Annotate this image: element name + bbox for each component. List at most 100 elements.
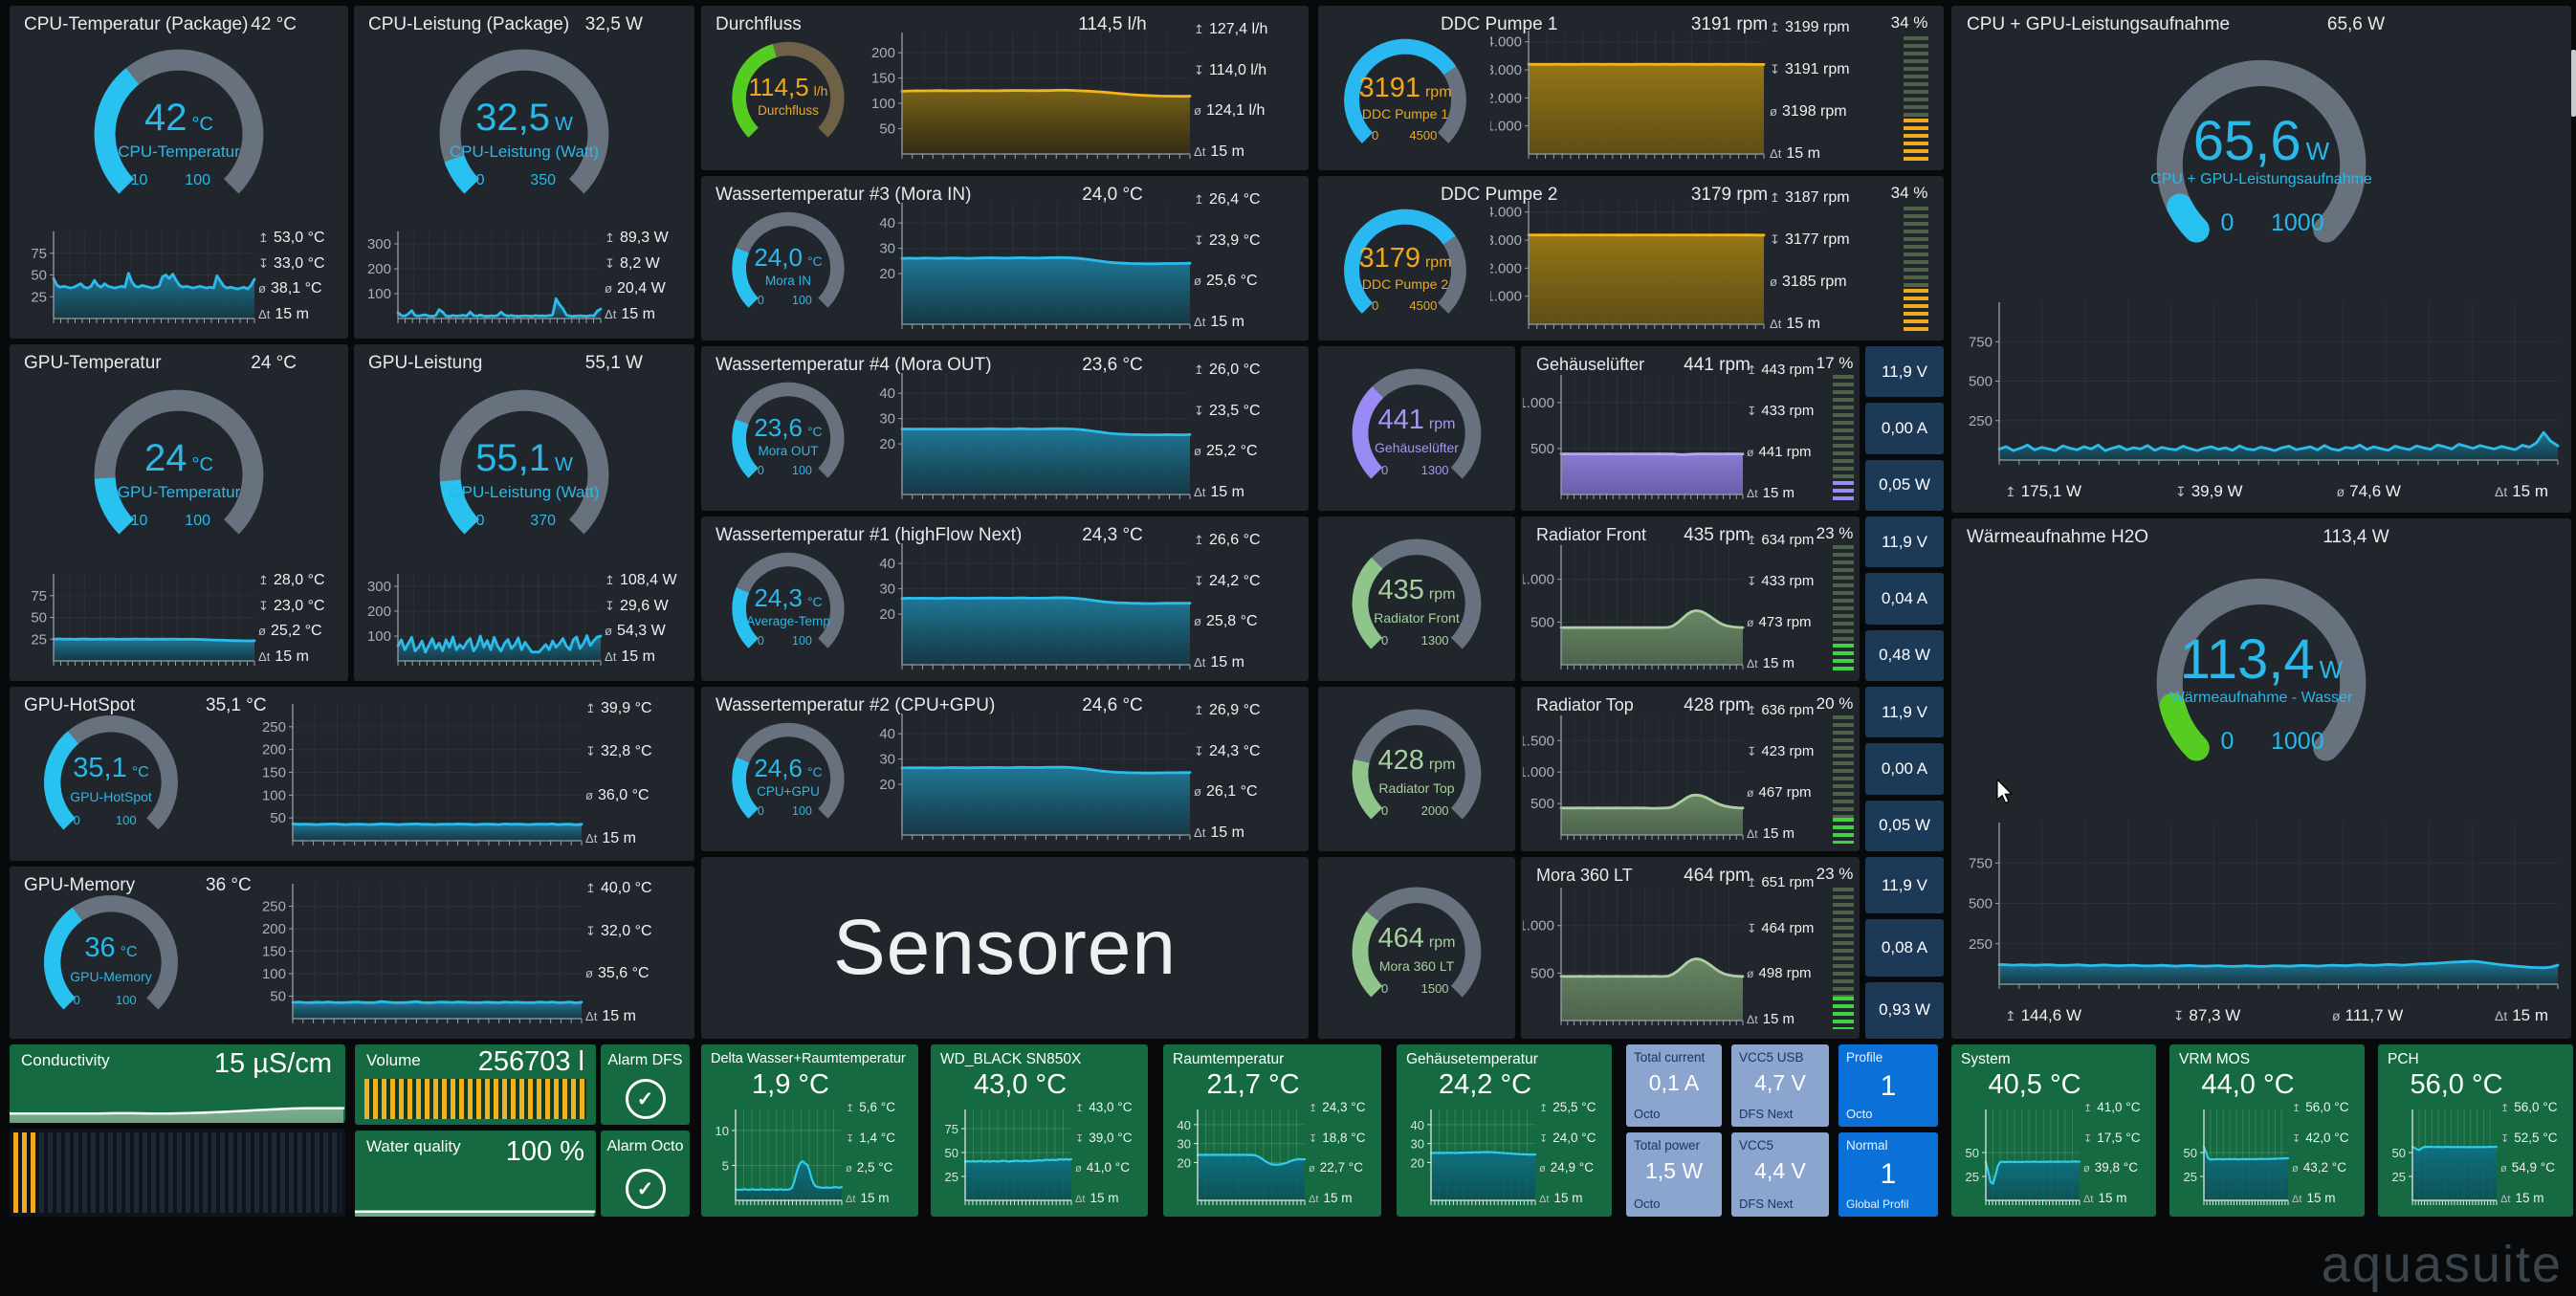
stat-value: 636 rpm <box>1761 702 1815 718</box>
chart-stats: ↥ 41,0 °C ↧ 17,5 °C ø 39,8 °C Δt 15 m <box>2083 1100 2154 1205</box>
min-icon: ↧ <box>1194 232 1204 248</box>
tile-water-temp-3-mora-in: Wassertemperatur #3 (Mora IN) 24,0 °C 24… <box>701 176 1309 340</box>
max-icon: ↥ <box>605 231 615 245</box>
tile-header-value: 114,5 l/h <box>1078 14 1147 34</box>
gauge-label: GPU-HotSpot <box>70 789 152 805</box>
min-icon: ↧ <box>1747 575 1757 588</box>
radial-gauge: 441 rpm Gehäuselüfter 0 1300 <box>1343 356 1490 503</box>
gauge-label: GPU-Leistung (Watt) <box>449 483 600 502</box>
stat-value: 52,5 °C <box>2514 1130 2558 1145</box>
tile-title: Wärmeaufnahme H2O <box>1967 527 2149 547</box>
stat-max: ↥ 26,6 °C <box>1194 532 1305 549</box>
stat-min: ↧ 32,8 °C <box>585 743 693 760</box>
radial-gauge: 32,5 W CPU-Leistung (Watt) 0 350 <box>424 33 625 226</box>
fan-percent: 17 % <box>1816 354 1854 372</box>
tile-header-value: 56,0 °C <box>2410 1069 2503 1100</box>
stat-avg: ø 111,7 W <box>2332 1006 2403 1025</box>
tile-source: DFS Next <box>1739 1197 1794 1211</box>
history-chart: 50 100 150 200 250 <box>254 698 583 853</box>
stat-value: 111,7 W <box>2345 1006 2404 1024</box>
delta-t-icon: Δt <box>1194 654 1206 670</box>
stat-max: ↥ 3199 rpm <box>1770 19 1890 36</box>
chart-stats: ↥ 144,6 W ↧ 87,3 W ø 111,7 W Δt 15 m <box>2005 1004 2548 1027</box>
svg-text:300: 300 <box>367 579 391 595</box>
stat-value: 23,9 °C <box>1208 231 1261 249</box>
avg-icon: ø <box>1309 1163 1315 1175</box>
svg-text:50: 50 <box>945 1146 958 1160</box>
stat-value: 54,3 W <box>617 623 666 640</box>
tile-title: VRM MOS <box>2179 1051 2251 1067</box>
stat-value: 124,1 l/h <box>1206 102 1266 120</box>
gauge-label: Radiator Top <box>1378 780 1455 796</box>
avg-icon: ø <box>1539 1163 1546 1175</box>
tile-radiator-top: Radiator Top 428 rpm 20 % 5001.0001.500 … <box>1521 687 1860 851</box>
max-icon: ↥ <box>1309 1103 1318 1114</box>
stat-min: ↧ 18,8 °C <box>1309 1131 1379 1145</box>
svg-text:500: 500 <box>1530 965 1554 981</box>
gauge-label: DDC Pumpe 2 <box>1361 276 1449 293</box>
min-icon: ↧ <box>2172 1008 2185 1023</box>
svg-text:250: 250 <box>262 899 286 915</box>
tile-header-value: 44,0 °C <box>2201 1069 2295 1100</box>
delta-t-icon: Δt <box>1194 314 1206 329</box>
stat-max: ↥ 89,3 W <box>605 230 694 247</box>
delta-t-icon: Δt <box>846 1193 856 1205</box>
stat-max: ↥ 144,6 W <box>2005 1006 2081 1025</box>
stat-min: ↧ 52,5 °C <box>2500 1131 2571 1145</box>
tile-title: Total power <box>1634 1138 1701 1153</box>
gauge-value: 3179 rpm <box>1358 243 1452 275</box>
tile-header-value: 464 rpm <box>1684 866 1750 886</box>
tile-header-value: 35,1 °C <box>206 695 267 715</box>
stat-value: 15 m <box>1786 145 1820 162</box>
gauge-min: 0 <box>1381 632 1389 648</box>
tile-radiator-front-gauge: 435 rpm Radiator Front 0 1300 <box>1318 516 1515 681</box>
avg-icon: ø <box>258 281 267 297</box>
stat-dt: Δt 15 m <box>1075 1191 1146 1205</box>
tile-mora-360-lt: Mora 360 LT 464 rpm 23 % 500 1.000 ↥ 651 r… <box>1521 857 1860 1039</box>
tile-vrm-mos-temperature: VRM MOS 44,0 °C 25 50 ↥ 56,0 °C ↧ 42,0 °C ø 43… <box>2169 1044 2365 1217</box>
gauge-max: 100 <box>115 993 137 1007</box>
stat-dt: Δt 15 m <box>2500 1191 2571 1205</box>
svg-text:25: 25 <box>2184 1170 2197 1184</box>
stat-value: 433 rpm <box>1761 573 1815 589</box>
stat-dt: Δt 15 m <box>1194 824 1305 842</box>
gauge-arc <box>732 382 845 478</box>
fan-percent: 34 % <box>1890 184 1928 202</box>
avg-icon: ø <box>1194 614 1202 629</box>
delta-t-icon: Δt <box>1747 827 1758 841</box>
max-icon: ↥ <box>1194 22 1204 36</box>
tile-water-temp-2-cpu-gpu: Wassertemperatur #2 (CPU+GPU) 24,6 °C 24… <box>701 687 1309 851</box>
svg-text:20: 20 <box>879 436 895 452</box>
scrollbar-thumb[interactable] <box>2571 50 2576 117</box>
sensor-value-box: 11,9 V <box>1865 346 1944 398</box>
sensor-value-box: 0,08 A <box>1865 919 1944 977</box>
history-chart: 25 50 <box>1953 1104 2081 1213</box>
stat-dt: Δt 15 m <box>605 306 694 323</box>
stat-max: ↥ 108,4 W <box>605 572 694 589</box>
sensor-value-box: 0,05 W <box>1865 459 1944 511</box>
tile-header-value: 36 °C <box>206 875 252 895</box>
chart-stats: ↥ 40,0 °C ↧ 32,0 °C ø 35,6 °C Δt 15 m <box>585 880 693 1025</box>
gauge-min: 0 <box>2220 728 2235 756</box>
tile-title: Volume <box>366 1051 421 1069</box>
stat-value: 3187 rpm <box>1784 189 1850 206</box>
stat-avg: ø 25,2 °C <box>258 623 348 640</box>
tile-volume: Volume 256703 l <box>355 1044 596 1125</box>
stat-value: 498 rpm <box>1758 965 1812 982</box>
gauge-value: 428 rpm <box>1377 744 1456 776</box>
gauge-value: 24,6 °C <box>754 754 823 783</box>
gauge-arc <box>732 722 845 819</box>
tile-cpu-gpu-power-draw: CPU + GPU-Leistungsaufnahme 65,6 W 65,6 W… <box>1951 6 2571 513</box>
tile-profile-normal: Normal 1 Global Profil <box>1838 1132 1938 1217</box>
min-icon: ↧ <box>258 255 269 271</box>
chart-stats: ↥ 636 rpm ↧ 423 rpm ø 467 rpm Δt 15 m <box>1747 702 1831 842</box>
svg-text:1.000: 1.000 <box>1490 289 1522 305</box>
tile-header-value: 3179 rpm <box>1690 185 1769 205</box>
svg-text:50: 50 <box>31 268 47 284</box>
tile-title: GPU-HotSpot <box>24 695 136 715</box>
gauge-arc <box>732 552 845 648</box>
gauge-arc <box>1352 887 1482 998</box>
svg-text:75: 75 <box>31 588 47 604</box>
tile-water-quality: Water quality 100 % <box>355 1131 596 1217</box>
tile-title: Delta Wasser+Raumtemperatur <box>711 1051 906 1066</box>
